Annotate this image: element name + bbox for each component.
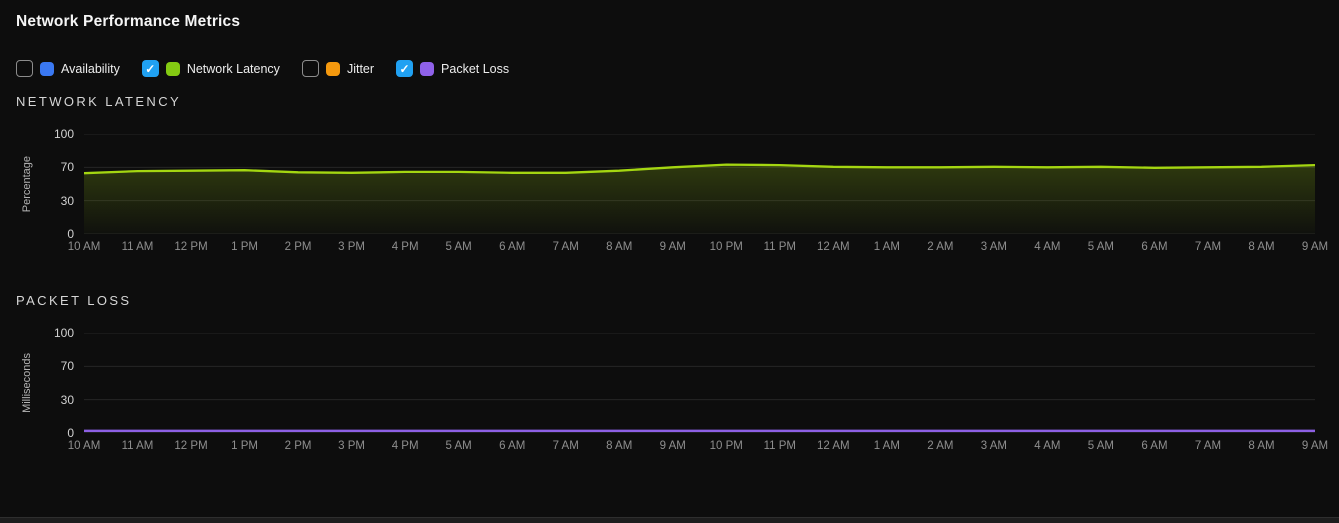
x-tick-label: 4 PM (391, 440, 419, 452)
x-tick-label: 11 AM (121, 241, 154, 253)
x-tick-label: 6 AM (499, 241, 526, 253)
x-tick-label: 2 PM (284, 241, 312, 253)
section-title-network-latency: NETWORK LATENCY (16, 94, 182, 109)
legend-item-jitter[interactable]: ✓ Jitter (301, 60, 375, 77)
x-tick-label: 6 AM (499, 440, 526, 452)
metrics-legend: ✓ Availability ✓ Network Latency ✓ Jitte… (16, 60, 1315, 77)
x-tick-label: 3 AM (980, 241, 1007, 253)
x-tick-label: 3 PM (338, 241, 366, 253)
packet-loss-plot (84, 333, 1315, 433)
x-tick-label: 9 AM (1301, 241, 1329, 253)
x-tick-label: 10 PM (709, 440, 743, 452)
legend-item-network-latency[interactable]: ✓ Network Latency (141, 60, 280, 77)
check-icon: ✓ (399, 61, 410, 76)
network-performance-panel: Network Performance Metrics ✓ Availabili… (16, 13, 1328, 456)
panel-bottom-edge (0, 517, 1339, 523)
x-tick-label: 2 PM (284, 440, 312, 452)
x-tick-label: 10 AM (67, 241, 101, 253)
x-tick-label: 8 AM (1248, 440, 1275, 452)
availability-checkbox[interactable]: ✓ (16, 60, 33, 77)
y-tick-label: 70 (60, 359, 74, 374)
x-tick-label: 12 PM (174, 241, 208, 253)
x-tick-label: 9 AM (659, 440, 686, 452)
availability-color-swatch (40, 61, 54, 76)
y-axis-ticks: 0 30 70 100 (38, 127, 74, 241)
x-tick-label: 8 AM (606, 241, 633, 253)
x-tick-label: 1 PM (231, 440, 258, 452)
x-tick-label: 6 AM (1141, 440, 1168, 452)
network-latency-checkbox[interactable]: ✓ (141, 60, 159, 77)
x-tick-label: 8 AM (1248, 241, 1275, 253)
x-tick-label: 7 AM (552, 440, 579, 452)
x-tick-label: 5 AM (445, 440, 472, 452)
x-tick-label: 2 AM (927, 241, 954, 253)
x-tick-label: 3 PM (338, 440, 366, 452)
x-tick-label: 4 PM (391, 241, 419, 253)
x-tick-label: 2 AM (927, 440, 954, 452)
chart-canvas (84, 134, 1315, 234)
x-tick-label: 7 AM (552, 241, 579, 253)
network-latency-plot (84, 134, 1315, 234)
legend-label: Packet Loss (441, 61, 510, 76)
network-latency-section: NETWORK LATENCY Percentage 0 30 70 100 10 A… (16, 94, 1328, 257)
check-icon: ✓ (145, 61, 156, 76)
legend-item-packet-loss[interactable]: ✓ Packet Loss (396, 60, 509, 77)
y-tick-label: 100 (53, 326, 74, 340)
packet-loss-checkbox[interactable]: ✓ (396, 60, 414, 77)
x-tick-label: 11 PM (763, 241, 796, 253)
legend-label: Jitter (346, 61, 375, 76)
legend-item-availability[interactable]: ✓ Availability (16, 60, 120, 77)
y-tick-label: 30 (60, 392, 74, 407)
x-tick-label: 9 AM (1301, 440, 1329, 452)
section-title-packet-loss: PACKET LOSS (16, 293, 132, 308)
x-tick-label: 3 AM (980, 440, 1007, 452)
x-tick-label: 4 AM (1034, 241, 1061, 253)
x-tick-label: 5 AM (1087, 241, 1115, 253)
x-tick-label: 6 AM (1141, 241, 1168, 253)
x-tick-label: 7 AM (1194, 440, 1222, 452)
chart-canvas (84, 333, 1315, 433)
x-tick-label: 12 AM (816, 440, 850, 452)
packet-loss-chart: Milliseconds 0 30 70 100 10 AM 11 AM 12 PM 1 P… (16, 326, 1328, 456)
x-axis-ticks: 10 AM 11 AM 12 PM 1 PM 2 PM 3 PM 4 PM 5 AM 6 AM 7… (68, 440, 1328, 456)
y-axis-title: Milliseconds (21, 353, 33, 413)
x-tick-label: 11 AM (121, 440, 154, 452)
x-tick-label: 12 PM (174, 440, 208, 452)
x-tick-label: 5 AM (445, 241, 472, 253)
y-axis-title: Percentage (21, 155, 33, 213)
y-tick-label: 100 (53, 127, 74, 141)
packet-loss-color-swatch (420, 61, 435, 76)
y-tick-label: 0 (67, 426, 74, 440)
legend-label: Availability (61, 61, 120, 76)
network-latency-chart: Percentage 0 30 70 100 10 AM 11 AM 12 PM 1 PM 2… (16, 127, 1328, 257)
x-tick-label: 8 AM (606, 440, 633, 452)
x-tick-label: 9 AM (659, 241, 686, 253)
y-axis-ticks: 0 30 70 100 (38, 326, 74, 440)
x-tick-label: 4 AM (1034, 440, 1061, 452)
network-latency-color-swatch (165, 61, 180, 76)
y-tick-label: 30 (60, 193, 74, 208)
page-title: Network Performance Metrics (16, 13, 241, 30)
x-tick-label: 1 PM (231, 241, 258, 253)
legend-label: Network Latency (186, 61, 280, 76)
x-tick-label: 1 AM (873, 440, 900, 452)
jitter-checkbox[interactable]: ✓ (301, 60, 319, 77)
x-tick-label: 5 AM (1087, 440, 1115, 452)
x-tick-label: 10 AM (67, 440, 101, 452)
y-tick-label: 70 (60, 160, 74, 175)
x-tick-label: 11 PM (763, 440, 796, 452)
x-tick-label: 1 AM (873, 241, 900, 253)
x-tick-label: 7 AM (1194, 241, 1222, 253)
network-latency-area (84, 164, 1315, 234)
x-tick-label: 12 AM (816, 241, 850, 253)
jitter-color-swatch (325, 61, 340, 76)
y-tick-label: 0 (67, 227, 74, 241)
network-latency-line (84, 165, 1315, 174)
x-tick-label: 10 PM (709, 241, 743, 253)
packet-loss-section: PACKET LOSS Milliseconds 0 30 70 100 10 AM 1… (16, 293, 1328, 456)
x-axis-ticks: 10 AM 11 AM 12 PM 1 PM 2 PM 3 PM 4 PM 5 AM 6 AM 7… (68, 241, 1328, 257)
